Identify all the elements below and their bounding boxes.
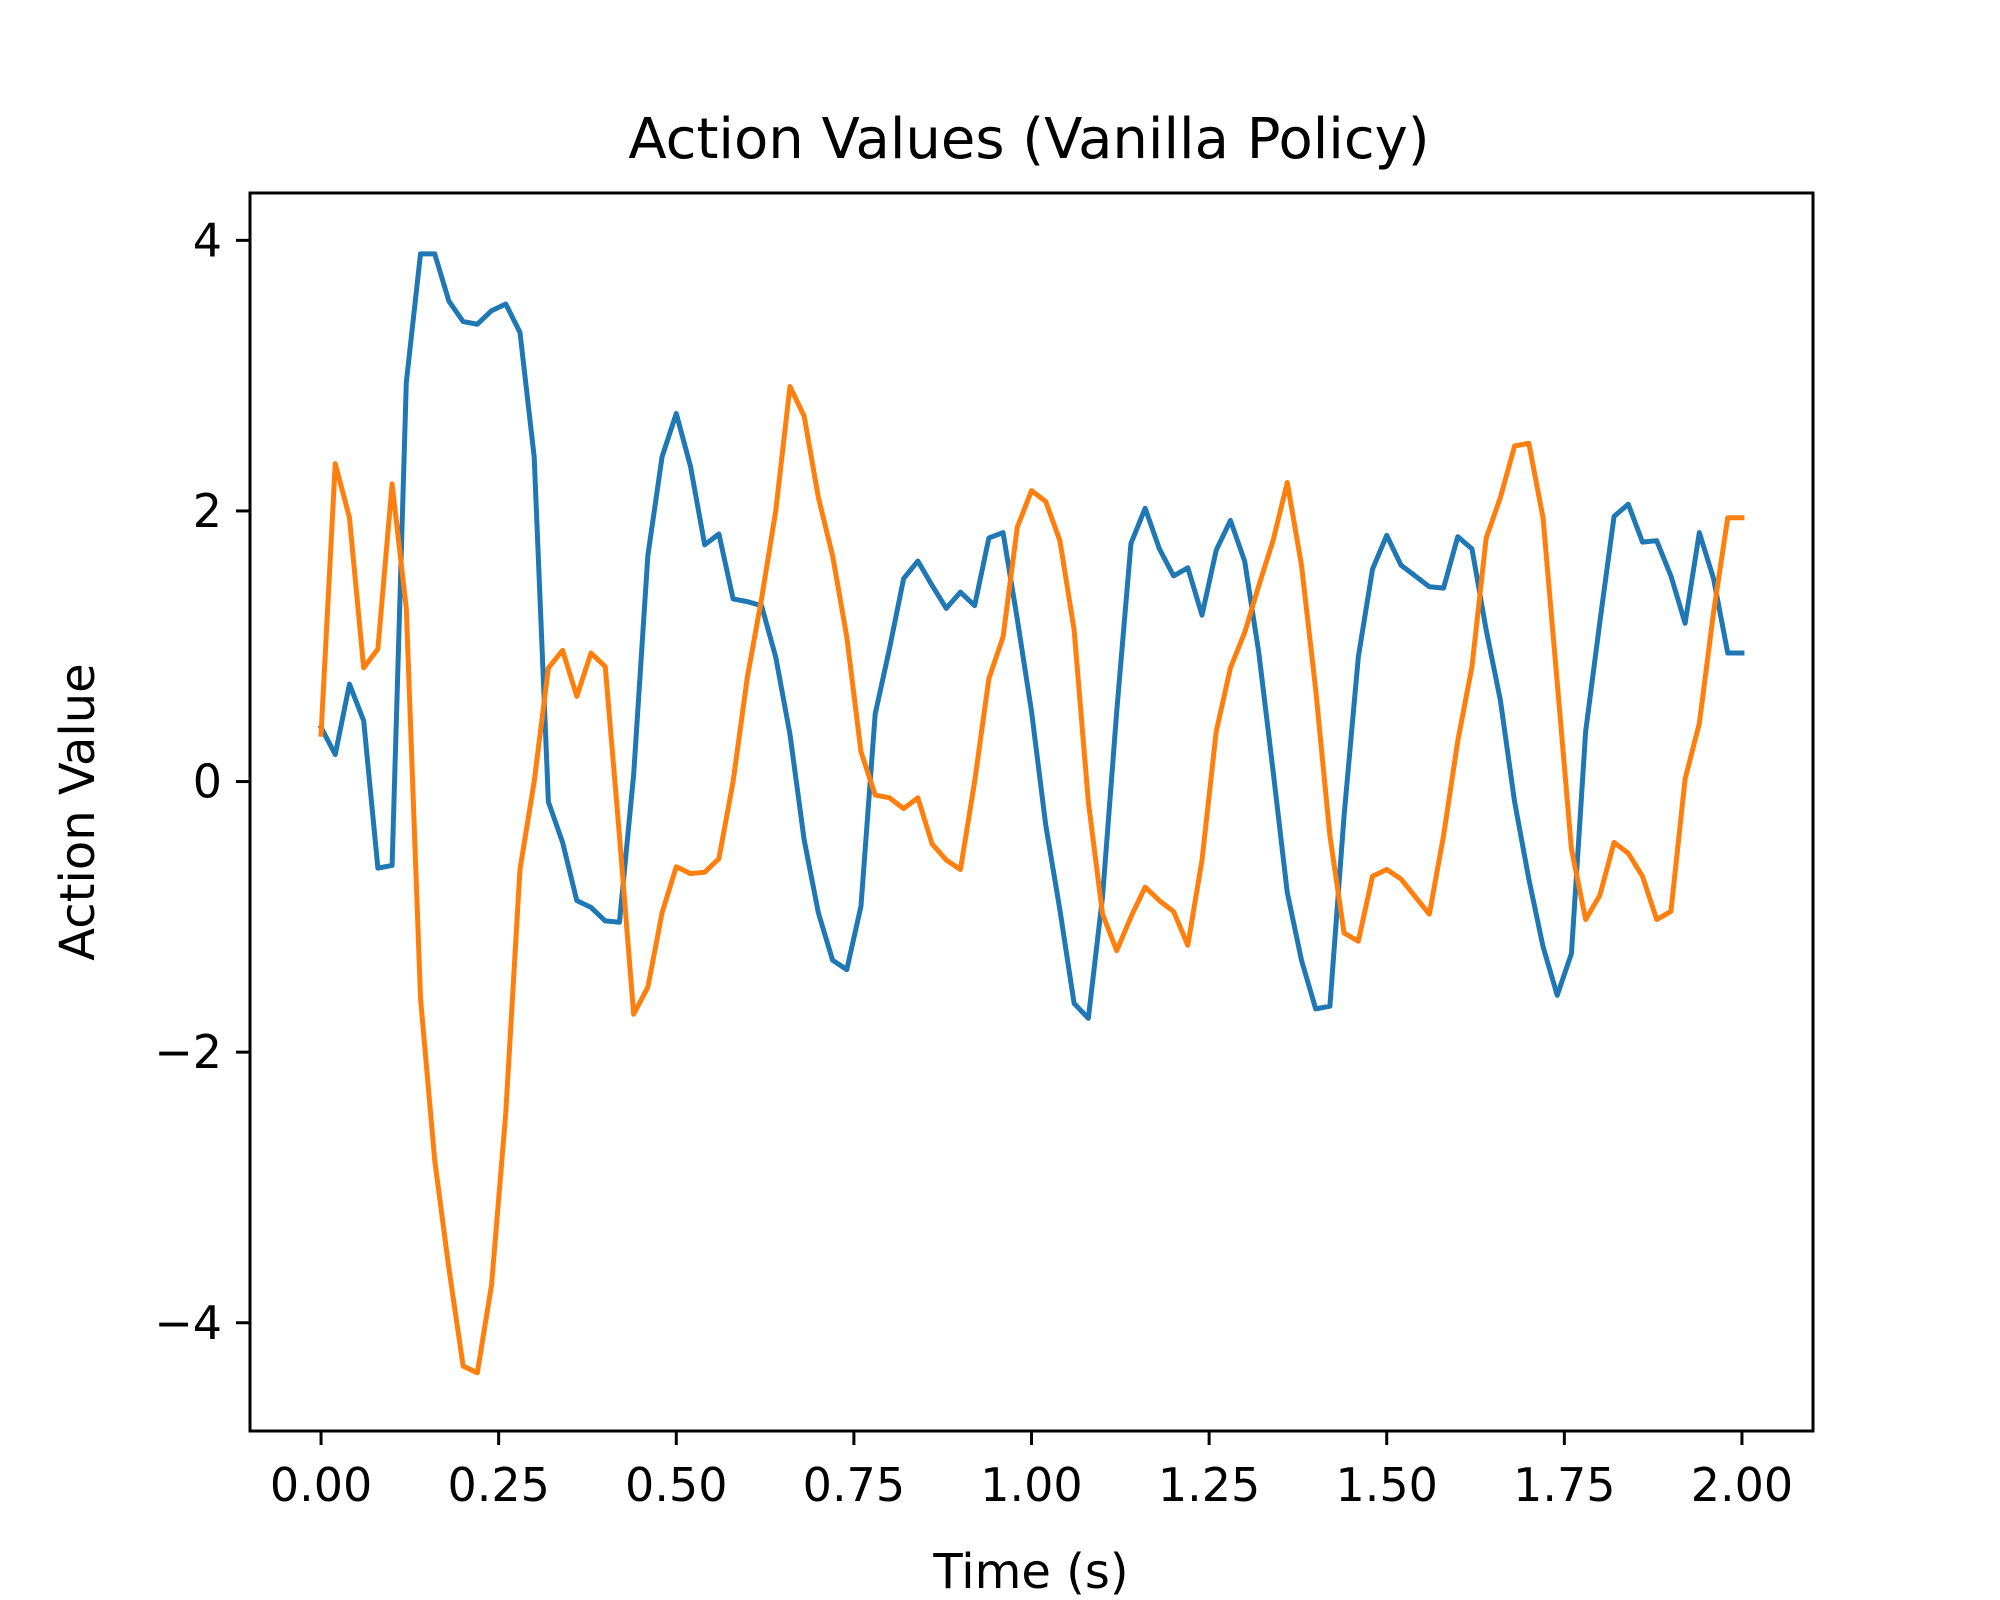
y-tick-label: 2 (193, 484, 222, 538)
y-axis: −4 −2 0 2 4 (154, 213, 250, 1350)
series-layer (317, 251, 1745, 1376)
x-axis-label: Time (s) (932, 1544, 1128, 1600)
series-line-1 (317, 251, 1745, 1021)
y-tick-label: −4 (154, 1296, 222, 1350)
x-tick-label: 0.50 (625, 1458, 727, 1512)
y-axis-label: Action Value (50, 663, 106, 960)
chart-title: Action Values (Vanilla Policy) (628, 107, 1429, 172)
x-tick-label: 0.75 (803, 1458, 905, 1512)
x-tick-label: 0.25 (447, 1458, 549, 1512)
y-tick-label: 4 (193, 213, 222, 267)
y-tick-label: −2 (154, 1025, 222, 1079)
y-tick-label: 0 (193, 755, 222, 809)
x-tick-label: 1.75 (1513, 1458, 1615, 1512)
series-line-2 (318, 383, 1745, 1376)
x-tick-label: 0.00 (270, 1458, 372, 1512)
x-tick-label: 1.50 (1336, 1458, 1438, 1512)
x-axis: 0.00 0.25 0.50 0.75 1.00 1.25 1.50 1.75 2.00 (270, 1431, 1793, 1512)
x-tick-label: 1.25 (1158, 1458, 1260, 1512)
x-tick-label: 2.00 (1691, 1458, 1793, 1512)
x-tick-label: 1.00 (980, 1458, 1082, 1512)
